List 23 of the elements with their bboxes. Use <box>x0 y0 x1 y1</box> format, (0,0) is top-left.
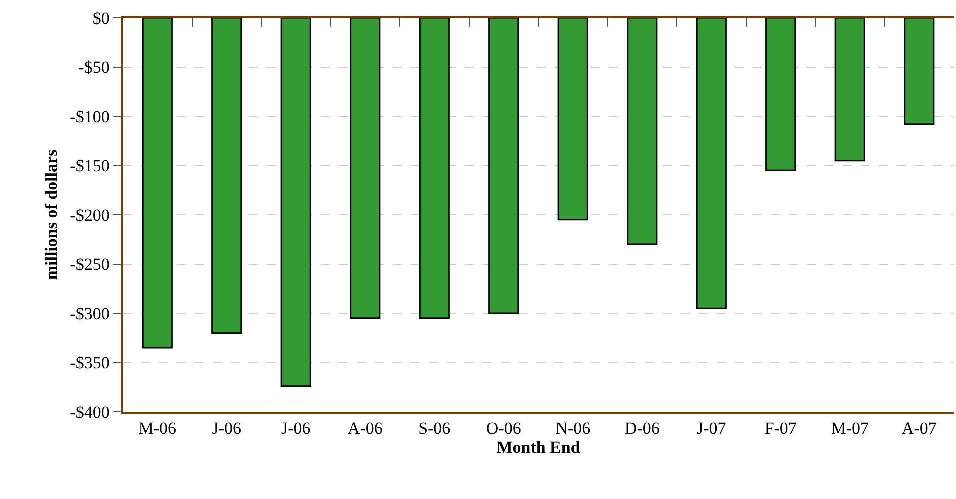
y-tick-label: -$300 <box>70 304 110 324</box>
y-axis-title: millions of dollars <box>42 149 62 280</box>
y-tick-label: -$250 <box>70 255 110 274</box>
x-tick-label: M-06 <box>138 419 177 438</box>
x-tick-label: M-07 <box>831 419 870 438</box>
y-tick-label: -$100 <box>70 107 110 126</box>
y-tick-label: $0 <box>92 8 110 28</box>
y-tick-label: -$350 <box>70 354 110 373</box>
x-axis-title: Month End <box>496 438 581 458</box>
y-tick-label: -$50 <box>78 58 110 78</box>
y-tick-label: -$150 <box>70 156 110 176</box>
y-tick-label: -$400 <box>70 402 110 422</box>
y-tick-label: -$200 <box>70 206 110 225</box>
x-tick-label: F-07 <box>764 419 798 438</box>
x-tick-label: J-06 <box>212 419 242 438</box>
x-tick-label: J-07 <box>696 419 727 438</box>
x-tick-label: A-07 <box>902 419 938 438</box>
x-tick-label: N-06 <box>556 419 591 438</box>
x-tick-label: J-06 <box>281 419 311 438</box>
x-tick-label: S-06 <box>418 419 451 438</box>
x-tick-label: A-06 <box>348 419 383 438</box>
x-tick-label: D-06 <box>624 419 660 438</box>
x-tick-label: O-06 <box>486 419 522 438</box>
